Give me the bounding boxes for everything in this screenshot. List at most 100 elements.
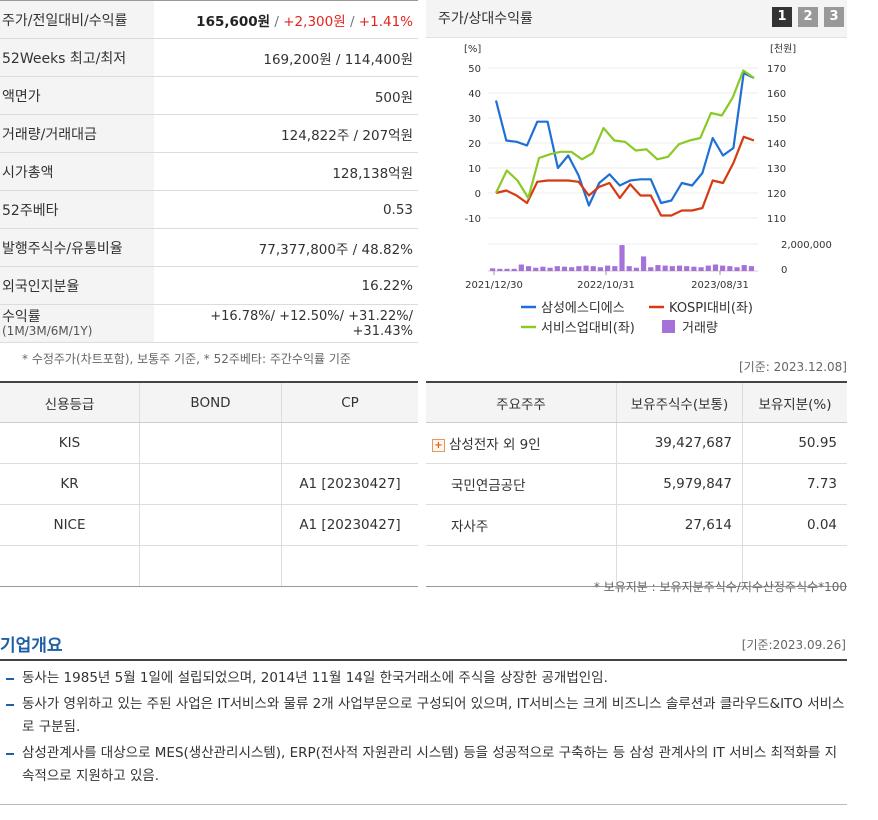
row-sublabel: (1M/3M/6M/1Y): [2, 324, 93, 338]
volume-bar: [734, 267, 740, 271]
agency-cell: KR: [0, 463, 140, 505]
list-item: 동사는 1985년 5월 1일에 설립되었으며, 2014년 11월 14일 한…: [0, 667, 847, 690]
volume-bar: [490, 268, 496, 271]
left-tick-label: 20: [468, 139, 481, 150]
expand-plus-icon[interactable]: +: [432, 438, 445, 452]
volume-bar: [554, 266, 560, 271]
volume-bar: [540, 266, 546, 271]
volume-bar: [691, 266, 697, 271]
volume-bar: [518, 264, 524, 271]
stock-row-foreign: 외국인지분율 16.22%: [0, 266, 418, 305]
row-value: 169,200원 / 114,400원: [154, 38, 418, 77]
volume-bar: [547, 267, 553, 271]
cp-cell: [281, 422, 418, 464]
table-row: KR A1 [20230427]: [0, 463, 418, 505]
table-header-row: 신용등급 BOND CP: [0, 381, 418, 423]
column-header: 신용등급: [0, 381, 140, 423]
return-6m: +31.22%/: [348, 308, 413, 324]
stock-row-price: 주가/전일대비/수익률 165,600원 / +2,300원 / +1.41%: [0, 0, 418, 39]
left-tick-label: 30: [468, 114, 481, 125]
volume-bar: [676, 265, 683, 271]
volume-bar: [590, 266, 596, 271]
overview-text: 동사가 영위하고 있는 주된 사업은 IT서비스와 물류 2개 사업부문으로 구…: [22, 696, 845, 735]
chart-tab-1[interactable]: 1: [772, 7, 792, 27]
bond-cell: [139, 504, 282, 546]
chart-tab-3[interactable]: 3: [824, 7, 844, 27]
overview-date: [기준:2023.09.26]: [741, 638, 846, 652]
legend-label: 삼성에스디에스: [541, 301, 625, 316]
column-header: CP: [281, 381, 418, 423]
volume-bar: [605, 265, 611, 271]
holder-name: 자사주: [426, 504, 617, 546]
holder-pct: 50.95: [742, 422, 847, 464]
holder-shares: 39,427,687: [616, 422, 743, 464]
volume-bar: [576, 266, 582, 271]
stock-row-shares: 발행주식수/유통비율 77,377,800주 / 48.82%: [0, 228, 418, 267]
volume-bar: [533, 267, 539, 271]
row-label: 액면가: [0, 76, 154, 115]
overview-list: 동사는 1985년 5월 1일에 설립되었으며, 2014년 11월 14일 한…: [0, 664, 847, 788]
volume-bar: [583, 265, 589, 271]
right-tick-label: 150: [767, 114, 786, 125]
volume-bar: [569, 267, 575, 271]
price-change: +2,300원: [283, 13, 346, 30]
agency-cell: KIS: [0, 422, 140, 464]
chart-base-date: [기준: 2023.12.08]: [738, 360, 847, 374]
chart-title: 주가/상대수익률: [438, 11, 533, 27]
row-value: 77,377,800주 / 48.82%: [154, 228, 418, 267]
credit-rating-table: 신용등급 BOND CP KIS KR A1 [20230427] NICE A…: [0, 381, 418, 587]
cp-cell: [281, 545, 418, 587]
holder-shares: 27,614: [616, 504, 743, 546]
volume-bar: [597, 267, 604, 271]
row-value: 124,822주 / 207억원: [154, 114, 418, 153]
column-header: BOND: [139, 381, 282, 423]
row-label: 시가총액: [0, 152, 154, 191]
agency-cell: [0, 545, 140, 587]
volume-bar: [720, 265, 726, 271]
row-label: 52Weeks 최고/최저: [0, 38, 154, 77]
volume-bar: [633, 267, 639, 271]
table-row: KIS: [0, 422, 418, 464]
volume-bar: [741, 265, 747, 271]
return-1m: +16.78%/: [210, 308, 276, 324]
row-label: 주가/전일대비/수익률: [0, 0, 154, 39]
table-row: + 삼성전자 외 9인 39,427,687 50.95: [426, 422, 847, 464]
column-header: 보유주식수(보통): [616, 381, 743, 423]
right-axis-unit: [천원]: [770, 43, 796, 55]
table-header-row: 주요주주 보유주식수(보통) 보유지분(%): [426, 381, 847, 423]
table-row: [0, 545, 418, 587]
cp-cell: A1 [20230427]: [281, 463, 418, 505]
relative-return-chart: [%] [천원] 50 40 30 20 10 0 -10 170 160 150 140 130 1…: [464, 43, 832, 336]
overview-divider: [0, 659, 847, 661]
volume-bar: [748, 266, 754, 271]
chart-tab-2[interactable]: 2: [798, 7, 818, 27]
volume-bar: [525, 266, 532, 271]
right-tick-label: 120: [767, 189, 786, 200]
holders-note: * 보유지분 : 보유지분주식수/지수산정주식수*100: [593, 580, 847, 594]
volume-bar: [511, 268, 517, 271]
stock-note: * 수정주가(차트포함), 보통주 기준, * 52주베타: 주간수익률 기준: [22, 352, 351, 366]
bond-cell: [139, 463, 282, 505]
row-value: 128,138억원: [154, 152, 418, 191]
volume-bar: [684, 266, 690, 271]
column-header: 보유지분(%): [742, 381, 847, 423]
holder-name: 삼성전자 외 9인: [449, 437, 541, 453]
volume-bar: [561, 266, 568, 271]
legend-label: 서비스업대비(좌): [541, 321, 635, 336]
row-value: 500원: [154, 76, 418, 115]
stock-info-table: 주가/전일대비/수익률 165,600원 / +2,300원 / +1.41% …: [0, 0, 418, 343]
agency-cell: NICE: [0, 504, 140, 546]
row-label: 52주베타: [0, 190, 154, 229]
volume-tick-label: 0: [781, 265, 787, 276]
stock-row-face-value: 액면가 500원: [0, 76, 418, 115]
row-label: 외국인지분율: [0, 266, 154, 305]
volume-bar: [727, 266, 733, 271]
stock-row-52weeks: 52Weeks 최고/최저 169,200원 / 114,400원: [0, 38, 418, 77]
table-row: 자사주 27,614 0.04: [426, 504, 847, 546]
holder-pct: [742, 545, 847, 587]
table-row: NICE A1 [20230427]: [0, 504, 418, 546]
stock-row-beta: 52주베타 0.53: [0, 190, 418, 229]
volume-bar: [648, 267, 654, 271]
row-label: 발행주식수/유통비율: [0, 228, 154, 267]
right-tick-label: 140: [767, 139, 786, 150]
